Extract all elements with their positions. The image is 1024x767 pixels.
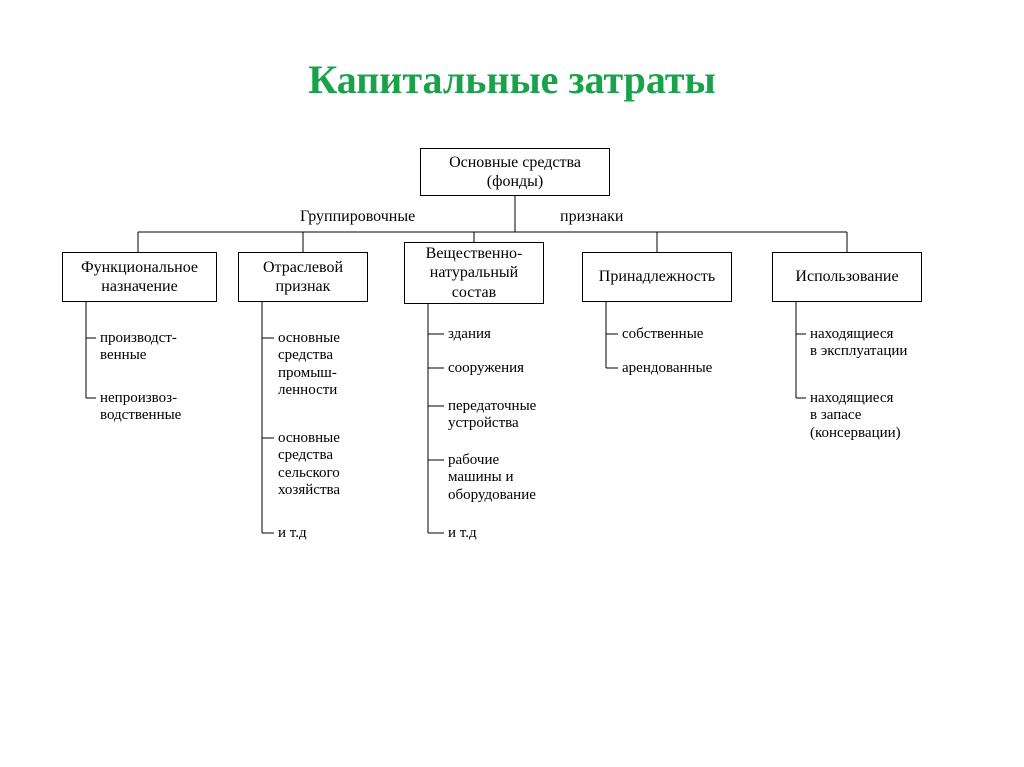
list-item: основные средства сельского хозяйства [278,430,340,499]
category-label: Функциональное [81,258,198,277]
list-item: арендованные [622,360,712,377]
category-label: состав [452,283,496,302]
list-item: находящиеся в эксплуатации [810,326,907,361]
list-item: находящиеся в запасе (консервации) [810,390,901,442]
root-line1: Основные средства [449,153,581,172]
mid-label-right: признаки [560,208,623,226]
category-label: признак [276,277,331,296]
list-item: основные средства промыш- ленности [278,330,340,399]
list-item: и т.д [278,525,307,542]
list-item: здания [448,326,491,343]
title-text: Капитальные затраты [308,57,715,102]
list-item: непроизвоз- водственные [100,390,181,425]
list-item: рабочие машины и оборудование [448,452,536,504]
root-line2: (фонды) [487,172,543,191]
page-title: Капитальные затраты [0,56,1024,103]
category-label: Отраслевой [263,258,343,277]
category-label: Использование [795,267,898,286]
category-box-functional: Функциональноеназначение [62,252,217,302]
category-box-ownership: Принадлежность [582,252,732,302]
category-label: назначение [101,277,177,296]
list-item: производст- венные [100,330,177,365]
category-box-composition: Вещественно-натуральныйсостав [404,242,544,304]
list-item: сооружения [448,360,524,377]
category-box-industry: Отраслевойпризнак [238,252,368,302]
root-box: Основные средства (фонды) [420,148,610,196]
category-label: натуральный [430,263,518,282]
mid-label-left: Группировочные [300,208,415,226]
category-label: Принадлежность [599,267,715,286]
list-item: и т.д [448,525,477,542]
list-item: собственные [622,326,703,343]
list-item: передаточные устройства [448,398,536,433]
category-box-usage: Использование [772,252,922,302]
category-label: Вещественно- [426,244,523,263]
